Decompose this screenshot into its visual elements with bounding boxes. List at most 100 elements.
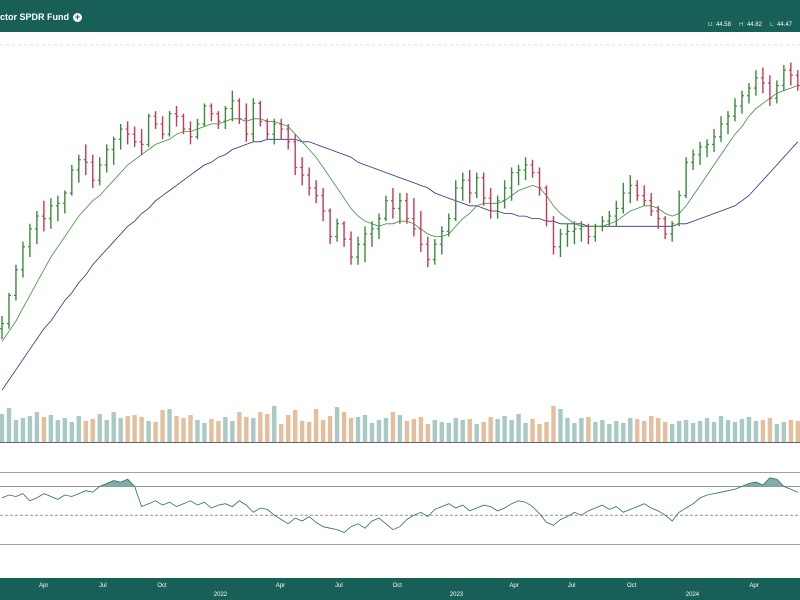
ohlc-bar xyxy=(642,185,647,206)
ohlc-bar xyxy=(181,113,186,135)
volume-bar xyxy=(167,409,172,442)
volume-bar xyxy=(628,418,633,442)
volume-bar xyxy=(607,424,612,442)
volume-bar xyxy=(662,422,668,442)
ohlc-bar xyxy=(202,103,207,127)
ohlc-bar xyxy=(446,213,451,237)
volume-bar xyxy=(279,424,284,442)
osc-line xyxy=(1,477,798,533)
volume-bar xyxy=(334,407,340,442)
volume-bar xyxy=(369,423,375,442)
ohlc-bar xyxy=(467,170,472,204)
ohlc-bar xyxy=(188,121,193,145)
volume-bar xyxy=(683,420,689,442)
ohlc-bar xyxy=(774,80,779,104)
volume-bar xyxy=(348,418,354,442)
volume-bar xyxy=(209,419,214,442)
ohlc-bar xyxy=(321,187,326,222)
ohlc-bar xyxy=(258,100,263,127)
month-tick-label: Apr xyxy=(509,583,519,589)
volume-bar xyxy=(306,422,312,442)
volume-bar xyxy=(272,406,277,442)
ohlc-bar xyxy=(230,90,235,122)
ohlc-bar xyxy=(209,103,214,122)
ohlc-bar xyxy=(753,70,758,96)
ohlc-key: O: xyxy=(707,22,714,28)
title-group: ctor SPDR Fund + xyxy=(0,10,82,24)
ohlc-bar xyxy=(670,221,675,242)
ohlc-bar xyxy=(698,141,703,165)
volume-bar xyxy=(355,417,361,442)
ohlc-bar xyxy=(167,111,172,137)
ohlc-bar xyxy=(279,118,284,140)
ohlc-bar xyxy=(677,190,682,227)
ohlc-bar xyxy=(153,111,158,130)
ohlc-bar xyxy=(300,157,305,186)
ohlc-value: 44.47 xyxy=(776,22,792,28)
ohlc-bar xyxy=(48,198,53,229)
volume-bar xyxy=(788,420,794,442)
ohlc-bar xyxy=(586,223,591,245)
ohlc-bar xyxy=(635,180,640,201)
ohlc-bar xyxy=(739,90,744,114)
ohlc-bar xyxy=(663,216,668,240)
ohlc-bar xyxy=(760,67,765,94)
volume-bar xyxy=(551,406,556,442)
volume-bar xyxy=(90,419,95,442)
ohlc-bar xyxy=(272,118,277,145)
volume-bar xyxy=(13,420,19,442)
volume-bar xyxy=(690,423,696,442)
ma-long-line xyxy=(1,138,799,391)
volume-bar xyxy=(146,421,151,442)
ohlc-bar xyxy=(41,200,46,232)
volume-bar xyxy=(460,420,465,442)
volume-bar xyxy=(481,422,486,442)
ohlc-bar xyxy=(146,113,151,147)
ohlc-bar xyxy=(502,180,507,209)
ohlc-bar xyxy=(335,218,340,242)
volume-bar xyxy=(649,416,654,442)
chart-area[interactable] xyxy=(0,32,800,578)
ohlc-bar xyxy=(104,144,109,173)
volume-bar xyxy=(244,417,249,442)
volume-bar xyxy=(537,424,542,442)
ohlc-bar xyxy=(418,210,423,252)
ohlc-bar xyxy=(342,221,347,247)
year-tick-label: 2023 xyxy=(449,592,464,598)
volume-bar xyxy=(83,421,88,442)
ohlc-bar xyxy=(726,111,731,135)
ohlc-bar xyxy=(132,126,137,147)
volume-bar xyxy=(488,417,493,442)
month-tick-label: Oct xyxy=(392,583,402,589)
ohlc-bar xyxy=(307,167,312,196)
ohlc-bar xyxy=(712,129,717,153)
ohlc-bar xyxy=(376,213,381,240)
ohlc-bar xyxy=(621,182,626,214)
volume-bar xyxy=(6,408,12,442)
volume-bar xyxy=(530,419,535,442)
volume-bar xyxy=(216,421,221,442)
volume-bar xyxy=(565,418,570,442)
volume-bar xyxy=(676,421,682,442)
volume-bar xyxy=(97,414,102,442)
volume-bar xyxy=(48,415,54,442)
volume-bar xyxy=(223,417,228,442)
ohlc-bar xyxy=(509,167,514,201)
volume-bar xyxy=(558,409,563,442)
ohlc-bar xyxy=(523,157,528,181)
ohlc-bar xyxy=(481,172,486,206)
volume-bar xyxy=(718,416,724,442)
ohlc-bar xyxy=(369,221,374,247)
month-tick-label: Oct xyxy=(627,583,637,589)
volume-bar xyxy=(467,419,472,442)
ohlc-bar xyxy=(363,226,368,263)
ohlc-bar xyxy=(69,164,74,196)
volume-bar xyxy=(746,417,752,442)
ohlc-bar xyxy=(90,154,95,188)
volume-bar xyxy=(34,412,40,442)
volume-bar xyxy=(69,422,75,442)
ohlc-bar xyxy=(293,134,298,176)
ohlc-bar xyxy=(656,205,661,229)
ohlc-bar xyxy=(614,200,619,227)
add-plus-icon[interactable]: + xyxy=(73,11,82,22)
